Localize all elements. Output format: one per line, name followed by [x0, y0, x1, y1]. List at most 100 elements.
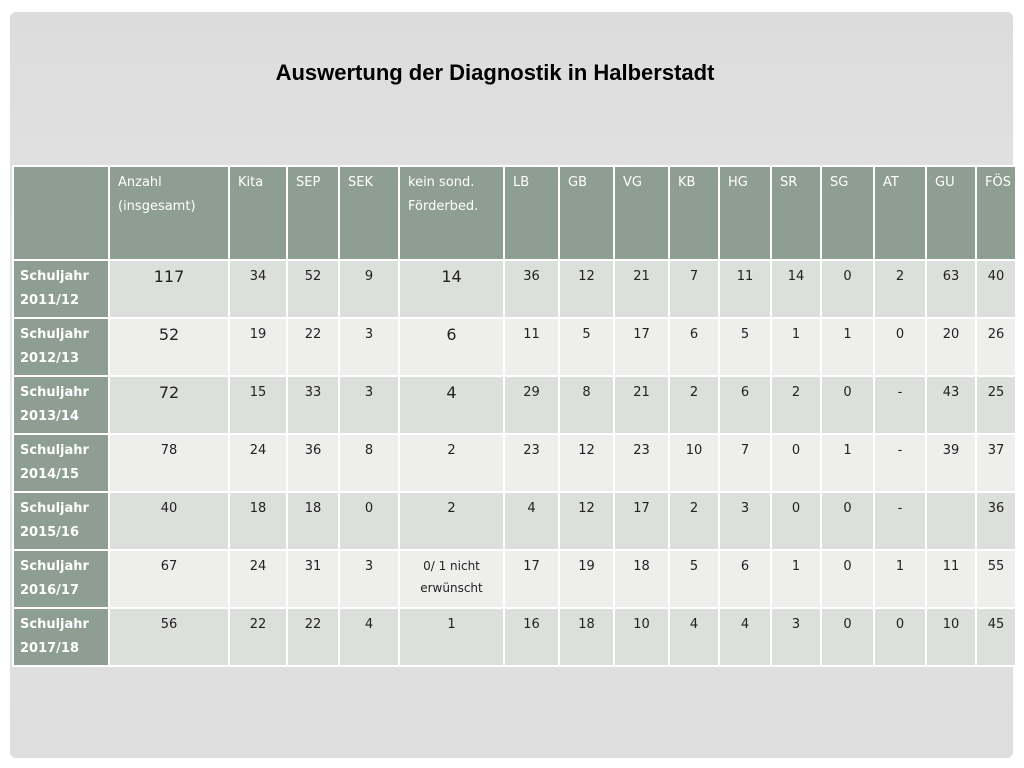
table-cell: 36 — [975, 491, 1017, 551]
table-cell: 6 — [668, 317, 720, 377]
table-cell: 1 — [770, 549, 822, 609]
table-cell: 0 — [873, 607, 927, 667]
table-cell: 1 — [873, 549, 927, 609]
table-cell: 11 — [925, 549, 977, 609]
table-cell: 10 — [668, 433, 720, 493]
table-cell: 18 — [613, 549, 670, 609]
table-cell: 22 — [286, 607, 340, 667]
table-cell: 3 — [718, 491, 772, 551]
table-cell: 31 — [286, 549, 340, 609]
table-cell: 8 — [338, 433, 400, 493]
table-cell: 22 — [228, 607, 288, 667]
column-header: KB — [668, 165, 720, 261]
column-header: SR — [770, 165, 822, 261]
table-cell: 22 — [286, 317, 340, 377]
table-cell: 12 — [558, 491, 615, 551]
table-cell: 45 — [975, 607, 1017, 667]
table-cell: 6 — [718, 549, 772, 609]
row-label: Schuljahr 2015/16 — [12, 491, 110, 551]
table-cell: 3 — [338, 317, 400, 377]
column-header: AT — [873, 165, 927, 261]
table-cell: 12 — [558, 259, 615, 319]
table-cell: 12 — [558, 433, 615, 493]
table-cell: 26 — [975, 317, 1017, 377]
table-cell: 37 — [975, 433, 1017, 493]
table-cell: 16 — [503, 607, 560, 667]
table-cell: 24 — [228, 433, 288, 493]
table-cell: 17 — [503, 549, 560, 609]
table-cell: 40 — [975, 259, 1017, 319]
table-cell: 7 — [718, 433, 772, 493]
table-cell: - — [873, 433, 927, 493]
column-header: FÖS — [975, 165, 1017, 261]
table-cell: 1 — [398, 607, 505, 667]
table-cell: 21 — [613, 375, 670, 435]
column-header: HG — [718, 165, 772, 261]
table-cell: 0 — [820, 549, 875, 609]
table-cell: 63 — [925, 259, 977, 319]
table-cell: 19 — [228, 317, 288, 377]
table-cell: - — [873, 491, 927, 551]
column-header: Anzahl (insgesamt) — [108, 165, 230, 261]
table-cell: 6 — [398, 317, 505, 377]
row-label: Schuljahr 2016/17 — [12, 549, 110, 609]
row-label: Schuljahr 2017/18 — [12, 607, 110, 667]
table-cell: - — [873, 375, 927, 435]
table-cell: 17 — [613, 317, 670, 377]
column-header: LB — [503, 165, 560, 261]
table-cell: 40 — [108, 491, 230, 551]
table-cell: 2 — [668, 491, 720, 551]
table-cell: 3 — [338, 375, 400, 435]
table-cell: 15 — [228, 375, 288, 435]
table-cell: 8 — [558, 375, 615, 435]
table-cell: 0 — [820, 491, 875, 551]
table-cell: 7 — [668, 259, 720, 319]
table-row: Schuljahr 2017/18 56 22 22 4 1 16 18 10 4 4 3 0 0 10 45 — [12, 607, 1017, 667]
table-cell: 4 — [668, 607, 720, 667]
table-cell: 39 — [925, 433, 977, 493]
column-header: GU — [925, 165, 977, 261]
table-cell: 52 — [286, 259, 340, 319]
table-cell: 11 — [718, 259, 772, 319]
table-row: Schuljahr 2014/15 78 24 36 8 2 23 12 23 10 7 0 1-39 3… — [12, 433, 1017, 493]
row-label: Schuljahr 2012/13 — [12, 317, 110, 377]
table-cell: 3 — [770, 607, 822, 667]
table-cell: 29 — [503, 375, 560, 435]
table-cell: 5 — [558, 317, 615, 377]
column-header: GB — [558, 165, 615, 261]
table-row: Schuljahr 2012/13 52 19 22 3 6 11 5 17 6 5 1 1 0 20 26 — [12, 317, 1017, 377]
table-cell: 0 — [770, 433, 822, 493]
data-table: Anzahl (insgesamt) Kita SEP SEK kein sond. F… — [12, 165, 1017, 667]
table-cell: 72 — [108, 375, 230, 435]
table-cell: 2 — [398, 491, 505, 551]
header-row: Anzahl (insgesamt) Kita SEP SEK kein sond. F… — [12, 165, 1017, 261]
table-cell: 4 — [338, 607, 400, 667]
table-cell: 2 — [668, 375, 720, 435]
table-cell: 0/ 1 nicht erwünscht — [398, 549, 505, 609]
table-cell: 1 — [770, 317, 822, 377]
row-label: Schuljahr 2013/14 — [12, 375, 110, 435]
table-cell: 11 — [503, 317, 560, 377]
table-cell: 25 — [975, 375, 1017, 435]
table-cell: 5 — [718, 317, 772, 377]
table-cell: 6 — [718, 375, 772, 435]
table-cell: 33 — [286, 375, 340, 435]
table-cell: 55 — [975, 549, 1017, 609]
table-cell: 4 — [718, 607, 772, 667]
table-cell: 0 — [770, 491, 822, 551]
table-cell: 56 — [108, 607, 230, 667]
table-cell: 18 — [286, 491, 340, 551]
table-cell: 1 — [820, 317, 875, 377]
table-cell: 4 — [503, 491, 560, 551]
table-cell: 1 — [820, 433, 875, 493]
column-header: SEP — [286, 165, 340, 261]
table-cell: 0 — [338, 491, 400, 551]
column-header: SG — [820, 165, 875, 261]
table-cell: 117 — [108, 259, 230, 319]
table-cell: 5 — [668, 549, 720, 609]
row-label: Schuljahr 2011/12 — [12, 259, 110, 319]
row-label: Schuljahr 2014/15 — [12, 433, 110, 493]
table-cell: 36 — [286, 433, 340, 493]
table-cell: 36 — [503, 259, 560, 319]
table-cell: 10 — [925, 607, 977, 667]
